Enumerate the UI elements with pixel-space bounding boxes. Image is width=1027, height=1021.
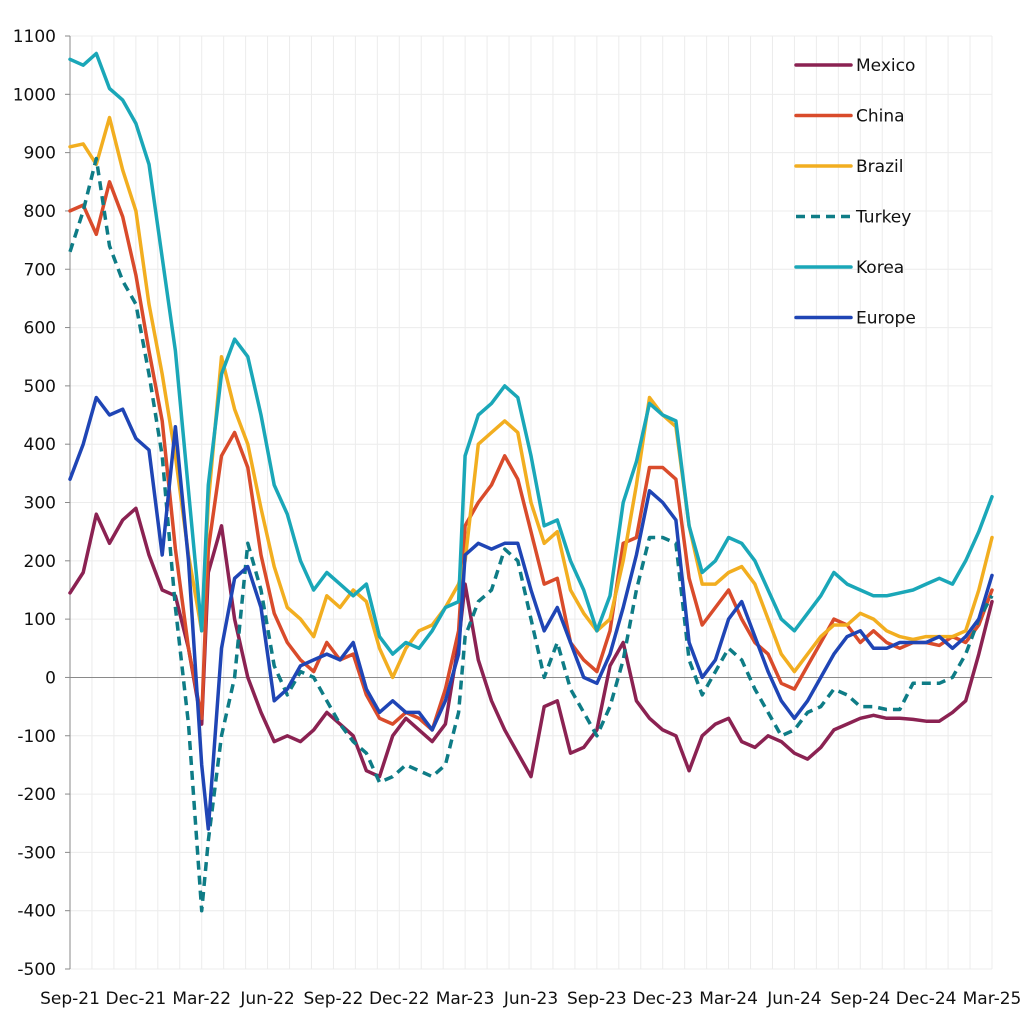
legend-label-korea: Korea <box>856 258 904 278</box>
legend-label-europe: Europe <box>856 309 916 329</box>
legend-label-brazil: Brazil <box>856 157 903 177</box>
y-tick-label: -100 <box>17 727 56 747</box>
legend: Mexico China Brazil Turkey Korea Europe <box>794 56 916 329</box>
x-tick-label: Sep-23 <box>567 989 627 1009</box>
y-tick-labels: -500 -400 -300 -200 -100 0 100 200 300 400 500 600 7… <box>13 27 56 980</box>
x-tick-label: Mar-22 <box>172 989 231 1009</box>
legend-label-turkey: Turkey <box>855 208 911 228</box>
y-tick-label: 1100 <box>13 27 56 47</box>
x-tick-label: Dec-22 <box>369 989 430 1009</box>
x-tick-label: Sep-24 <box>830 989 890 1009</box>
x-tick-label: Mar-23 <box>436 989 495 1009</box>
y-tick-label: 300 <box>24 494 56 514</box>
series-lines <box>68 51 994 913</box>
legend-label-mexico: Mexico <box>856 56 915 76</box>
x-tick-label: Mar-24 <box>699 989 758 1009</box>
series-line-china <box>68 180 994 732</box>
y-tick-label: 200 <box>24 552 56 572</box>
series-line-turkey <box>68 156 994 913</box>
x-tick-label: Dec-23 <box>632 989 693 1009</box>
y-tick-label: 100 <box>24 610 56 630</box>
y-tick-label: 800 <box>24 202 56 222</box>
y-tick-label: 0 <box>45 668 56 688</box>
y-tick-label: 700 <box>24 260 56 280</box>
x-tick-labels: Sep-21 Dec-21 Mar-22 Jun-22 Sep-22 Dec-22 Mar-… <box>40 989 1021 1009</box>
x-tick-label: Dec-24 <box>896 989 957 1009</box>
y-tick-label: -400 <box>17 902 56 922</box>
series-line-europe <box>68 395 994 831</box>
y-axis <box>65 35 71 970</box>
x-tick-label: Sep-21 <box>40 989 100 1009</box>
x-tick-label: Jun-24 <box>766 989 821 1009</box>
x-tick-label: Mar-25 <box>963 989 1022 1009</box>
y-tick-label: 1000 <box>13 85 56 105</box>
y-tick-label: -500 <box>17 960 56 980</box>
y-tick-label: 900 <box>24 144 56 164</box>
y-tick-label: -300 <box>17 843 56 863</box>
legend-label-china: China <box>856 107 905 127</box>
x-tick-label: Dec-21 <box>106 989 167 1009</box>
y-tick-label: 400 <box>24 435 56 455</box>
series-line-korea <box>68 51 994 656</box>
y-tick-label: 500 <box>24 377 56 397</box>
x-tick-label: Jun-22 <box>239 989 294 1009</box>
x-tick-label: Sep-22 <box>304 989 364 1009</box>
y-tick-label: -200 <box>17 785 56 805</box>
y-tick-label: 600 <box>24 319 56 339</box>
series-line-mexico <box>68 506 994 779</box>
x-tick-label: Jun-23 <box>503 989 558 1009</box>
